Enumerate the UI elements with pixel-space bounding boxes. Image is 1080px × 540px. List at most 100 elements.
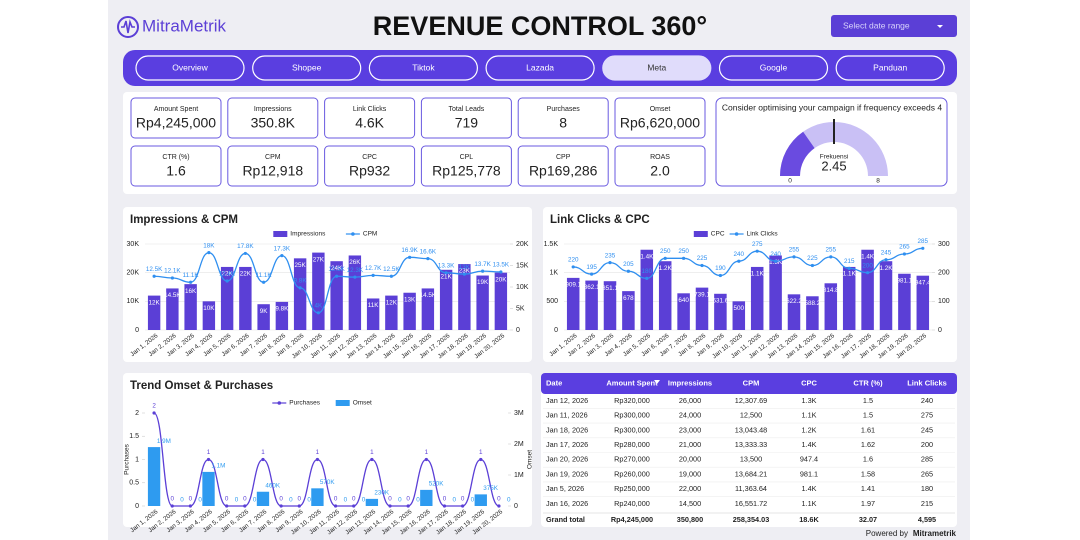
bar-label: 21K xyxy=(441,273,453,280)
bar xyxy=(622,291,635,330)
nav-button[interactable] xyxy=(368,55,478,81)
table-cell: Jan 19, 2026 xyxy=(546,469,588,478)
table-cell: 1.2K xyxy=(801,425,816,434)
date-picker[interactable]: Select date range xyxy=(831,15,957,37)
nav-button[interactable] xyxy=(252,55,362,81)
bar-label: 14.5K xyxy=(164,292,181,299)
line-label: 12.7K xyxy=(365,265,382,272)
chart-title: Trend Omset & Purchases xyxy=(130,380,273,392)
table-cell: 245 xyxy=(921,425,933,434)
bar xyxy=(421,288,435,330)
line-point xyxy=(225,504,229,508)
nav-button[interactable] xyxy=(135,55,245,81)
bar-label: 0 xyxy=(416,497,420,504)
line-point xyxy=(408,255,412,259)
line-point xyxy=(261,457,265,462)
y-tick-label: 5K xyxy=(516,305,525,312)
table-cell: 13,043.48 xyxy=(735,425,767,434)
date-picker-box[interactable] xyxy=(831,15,957,37)
nav-label[interactable]: Meta xyxy=(647,62,666,72)
bar-label: 24K xyxy=(331,265,343,272)
line-point xyxy=(189,280,193,284)
kpi-label: CPM xyxy=(265,154,281,161)
bar-label: 13K xyxy=(404,296,416,303)
nav-label[interactable]: Google xyxy=(760,62,788,72)
bar-label: 27K xyxy=(313,256,325,263)
line-label: 0 xyxy=(279,496,283,503)
table-cell: 1.3K xyxy=(801,396,816,405)
line-point xyxy=(718,273,723,278)
line-point xyxy=(608,261,612,265)
line-point xyxy=(884,258,888,262)
line-label: 250 xyxy=(660,248,671,255)
line-label: 13.7K xyxy=(474,261,491,268)
line-point xyxy=(225,279,229,283)
table-cell: 13,684.21 xyxy=(735,469,767,478)
table-cell: 1.62 xyxy=(861,440,875,449)
nav-button[interactable] xyxy=(718,55,829,81)
table-cell: Jan 20, 2026 xyxy=(546,455,588,464)
line-point xyxy=(152,411,156,415)
line-label: 255 xyxy=(826,247,837,254)
nav-button[interactable] xyxy=(485,55,595,81)
legend-swatch xyxy=(335,400,350,406)
bar-label: 0 xyxy=(362,497,366,504)
line-label: 0 xyxy=(170,496,174,503)
kpi-card xyxy=(324,97,416,139)
bar xyxy=(787,294,801,330)
table-cell: 20,000 xyxy=(679,455,701,464)
line-point xyxy=(590,272,594,276)
nav-label[interactable]: Overview xyxy=(172,62,208,72)
line-point xyxy=(352,504,356,508)
table-cell: Rp250,000 xyxy=(614,484,650,493)
bar-label: 0 xyxy=(507,497,511,504)
table-cell: 24,000 xyxy=(679,411,701,420)
nav-label[interactable]: Lazada xyxy=(526,62,554,72)
line-label: 11.1K xyxy=(256,272,273,279)
line-label: 250 xyxy=(678,248,689,255)
bar-label: 1.1M xyxy=(211,463,225,470)
nav-label[interactable]: Shopee xyxy=(292,62,322,72)
bar-label: 0 xyxy=(253,497,257,504)
bar-label: 1.2K xyxy=(880,265,894,272)
table-cell: Rp260,000 xyxy=(614,469,650,478)
nav-button[interactable] xyxy=(602,55,712,81)
nav-button[interactable] xyxy=(835,55,945,81)
line-point xyxy=(902,252,907,256)
table-cell: 19,000 xyxy=(679,469,701,478)
line-label: 12.5K xyxy=(146,266,163,273)
gauge-value-text: 2.45 xyxy=(821,158,846,173)
line-label: 245 xyxy=(881,249,892,256)
bar xyxy=(348,255,362,330)
kpi-value: Rp12,918 xyxy=(242,163,303,179)
date-picker-text[interactable]: Select date range xyxy=(843,20,910,30)
table-header-cell: Impressions xyxy=(668,378,712,387)
line-label: 17.8K xyxy=(237,243,254,250)
line-label: 16.9K xyxy=(401,247,418,254)
nav-label[interactable]: Panduan xyxy=(873,62,907,72)
bar xyxy=(714,293,727,330)
line-point xyxy=(847,266,851,270)
nav-label[interactable]: Tiktok xyxy=(412,62,435,72)
line-point xyxy=(571,265,575,269)
line-label: 11.1K xyxy=(183,272,200,279)
table-cell: 1.4K xyxy=(801,484,816,493)
bar-label: 11K xyxy=(368,302,380,309)
kpi-value: 2.0 xyxy=(650,163,670,179)
line-label: 0 xyxy=(497,496,501,503)
bar xyxy=(147,447,161,506)
table-total-cell: 18.6K xyxy=(799,515,819,524)
table-cell: 947.4 xyxy=(800,455,818,464)
table-total-cell: Grand total xyxy=(546,515,585,524)
logo-ring xyxy=(117,16,139,38)
bar xyxy=(769,255,782,330)
bar-label: 500 xyxy=(734,305,745,312)
line-label: 1 xyxy=(370,449,374,456)
bar-label: 631.6 xyxy=(713,297,729,304)
bar xyxy=(202,471,215,506)
line-point xyxy=(298,286,302,290)
bar xyxy=(403,292,416,330)
bar-label: 520K xyxy=(429,481,445,488)
line-label: 13.3K xyxy=(438,262,455,269)
bar-label: 739.1 xyxy=(694,291,710,298)
